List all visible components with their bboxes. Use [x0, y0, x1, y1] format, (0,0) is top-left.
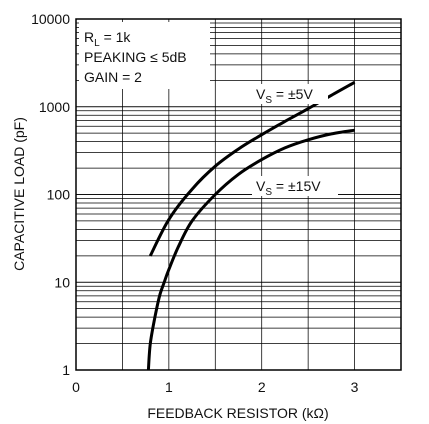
y-tick-label: 100 [47, 187, 71, 203]
series-label-5v-bg [252, 84, 328, 104]
grid [76, 19, 401, 370]
condition-peaking: PEAKING ≤ 5dB [84, 49, 187, 65]
y-tick-label: 1 [62, 362, 70, 378]
series-label-5v-text: VS = ±5V [256, 86, 313, 106]
series-label-15v-text: VS = ±15V [256, 178, 321, 198]
conditions-box: RL = 1k PEAKING ≤ 5dB GAIN = 2 [79, 22, 210, 89]
y-axis-title: CAPACITIVE LOAD (pF) [11, 117, 27, 271]
plot-frame [75, 18, 402, 371]
condition-rl: RL = 1k [84, 29, 131, 49]
series-label-5v: VS = ±5V [252, 84, 328, 106]
x-tick-label: 0 [72, 379, 80, 395]
series-label-15v-bg [252, 176, 338, 196]
conditions-box-bg [79, 22, 210, 89]
y-tick-label: 10 [54, 274, 70, 290]
curve-vs-15v [146, 128, 355, 371]
x-tick-label: 3 [351, 379, 359, 395]
curves [146, 80, 356, 371]
series-label-15v: VS = ±15V [252, 176, 338, 198]
y-tick-label: 1000 [39, 99, 70, 115]
y-tick-label: 10000 [31, 11, 70, 27]
x-tick-label: 2 [258, 379, 266, 395]
x-axis-title: FEEDBACK RESISTOR (kΩ) [147, 405, 328, 421]
condition-gain: GAIN = 2 [84, 69, 142, 85]
x-tick-label: 1 [165, 379, 173, 395]
